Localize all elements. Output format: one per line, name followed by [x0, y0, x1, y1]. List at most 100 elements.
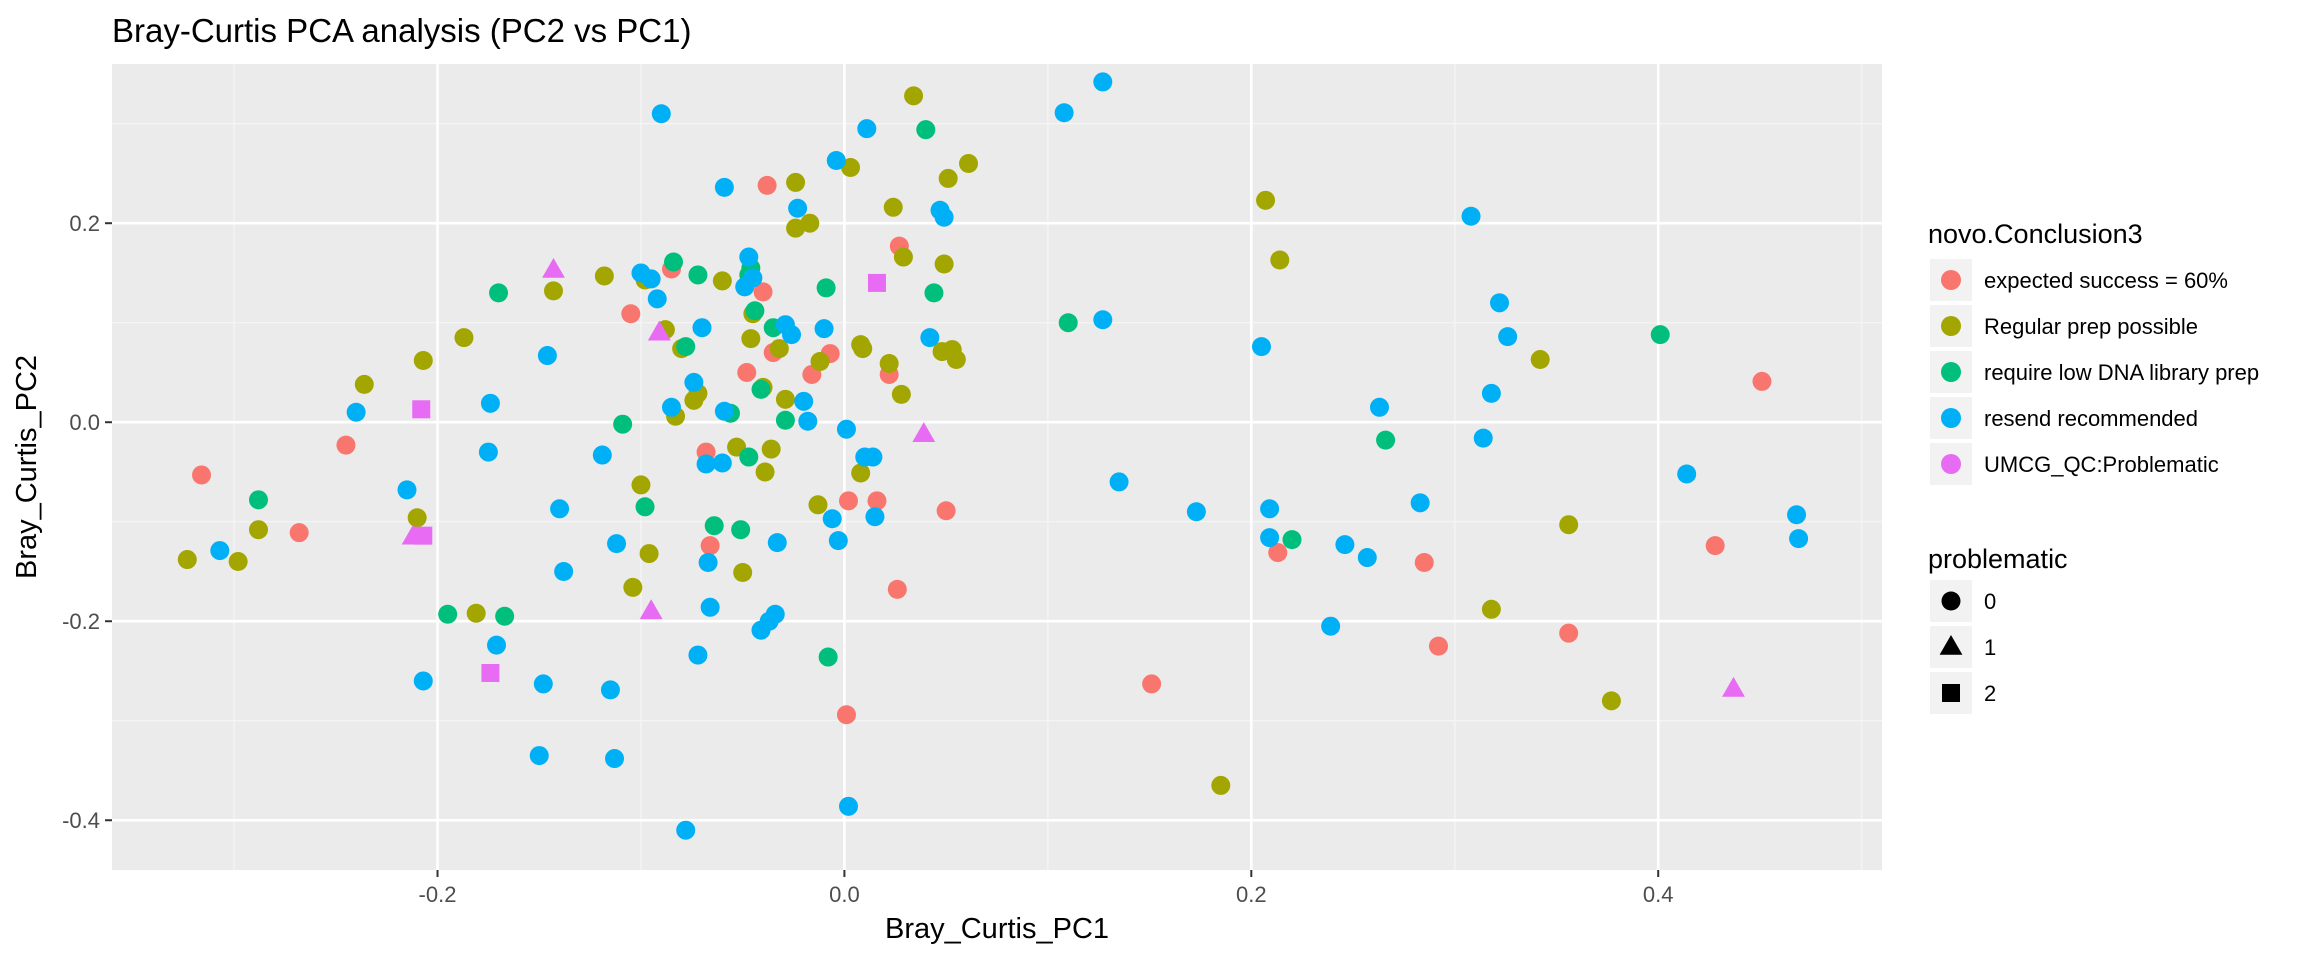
data-point: [688, 265, 708, 285]
data-point: [1601, 691, 1621, 711]
data-point: [712, 271, 732, 291]
data-point: [1282, 530, 1302, 550]
data-point: [454, 328, 474, 348]
data-point: [916, 120, 936, 140]
data-point: [1481, 383, 1501, 403]
data-point: [704, 516, 724, 536]
data-triangle-point: [639, 599, 663, 620]
data-point: [1186, 502, 1206, 522]
data-point: [714, 177, 734, 197]
data-point: [934, 254, 954, 274]
data-square-point: [481, 663, 500, 682]
data-point: [543, 281, 563, 301]
data-point: [798, 411, 818, 431]
data-point: [529, 746, 549, 766]
data-point: [607, 534, 627, 554]
data-point: [676, 337, 696, 357]
data-point: [714, 401, 734, 421]
data-point: [786, 172, 806, 192]
legend-label: expected success = 60%: [1984, 268, 2228, 293]
data-point: [1705, 536, 1725, 556]
data-point: [761, 439, 781, 459]
data-point: [1357, 548, 1377, 568]
data-point: [946, 350, 966, 370]
data-point: [745, 301, 765, 321]
y-tick-label: -0.2: [62, 609, 100, 634]
data-point: [676, 820, 696, 840]
data-point: [248, 520, 268, 540]
data-point: [554, 561, 574, 581]
data-point: [407, 508, 427, 528]
data-point: [248, 490, 268, 510]
data-point: [838, 491, 858, 511]
data-point: [959, 154, 979, 174]
data-point: [1787, 505, 1807, 525]
shape-legend-title: problematic: [1928, 544, 2068, 574]
data-point: [924, 283, 944, 303]
data-point: [841, 157, 861, 177]
data-point: [594, 266, 614, 286]
data-point: [739, 447, 759, 467]
data-point: [775, 389, 795, 409]
color-legend-title: novo.Conclusion3: [1928, 219, 2143, 249]
data-point: [737, 362, 757, 382]
data-point: [495, 606, 515, 626]
data-point: [466, 603, 486, 623]
legend-label: UMCG_QC:Problematic: [1984, 452, 2219, 477]
legend-label: 2: [1984, 681, 1996, 706]
data-point: [818, 647, 838, 667]
data-point: [879, 354, 899, 374]
data-point: [1789, 529, 1809, 549]
data-point: [692, 318, 712, 338]
data-point: [857, 119, 877, 139]
data-point: [1260, 499, 1280, 519]
data-point: [1473, 428, 1493, 448]
legend-label: require low DNA library prep: [1984, 360, 2259, 385]
data-point: [639, 544, 659, 564]
data-point: [810, 352, 830, 372]
data-point: [1093, 72, 1113, 92]
data-point: [635, 497, 655, 517]
data-point: [413, 671, 433, 691]
y-tick-label: 0.2: [69, 211, 100, 236]
data-point: [893, 247, 913, 267]
data-point: [210, 541, 230, 561]
data-square-point: [867, 273, 886, 292]
data-point: [822, 509, 842, 529]
legend-label: Regular prep possible: [1984, 314, 2198, 339]
data-point: [661, 397, 681, 417]
data-point: [1058, 313, 1078, 333]
data-point: [731, 520, 751, 540]
data-point: [1490, 293, 1510, 313]
data-point: [550, 499, 570, 519]
data-point: [838, 796, 858, 816]
data-point: [487, 635, 507, 655]
data-point: [613, 414, 633, 434]
data-point: [1650, 325, 1670, 345]
data-point: [480, 393, 500, 413]
legend-color-swatch: [1941, 454, 1961, 474]
data-point: [920, 328, 940, 348]
data-point: [887, 579, 907, 599]
chart-title: Bray-Curtis PCA analysis (PC2 vs PC1): [112, 12, 691, 49]
plot-panel: [112, 64, 1882, 870]
data-point: [751, 379, 771, 399]
data-point: [1752, 371, 1772, 391]
data-point: [863, 447, 883, 467]
data-point: [1369, 397, 1389, 417]
legend-color-swatch: [1941, 408, 1961, 428]
data-point: [1559, 623, 1579, 643]
legend-shape-triangle: [1939, 635, 1963, 655]
data-point: [537, 346, 557, 366]
data-point: [867, 491, 887, 511]
data-point: [700, 597, 720, 617]
data-point: [739, 247, 759, 267]
data-point: [1260, 528, 1280, 548]
data-point: [836, 419, 856, 439]
data-point: [1093, 310, 1113, 330]
data-point: [1376, 430, 1396, 450]
data-point: [794, 391, 814, 411]
data-point: [1498, 327, 1518, 347]
data-point: [623, 577, 643, 597]
